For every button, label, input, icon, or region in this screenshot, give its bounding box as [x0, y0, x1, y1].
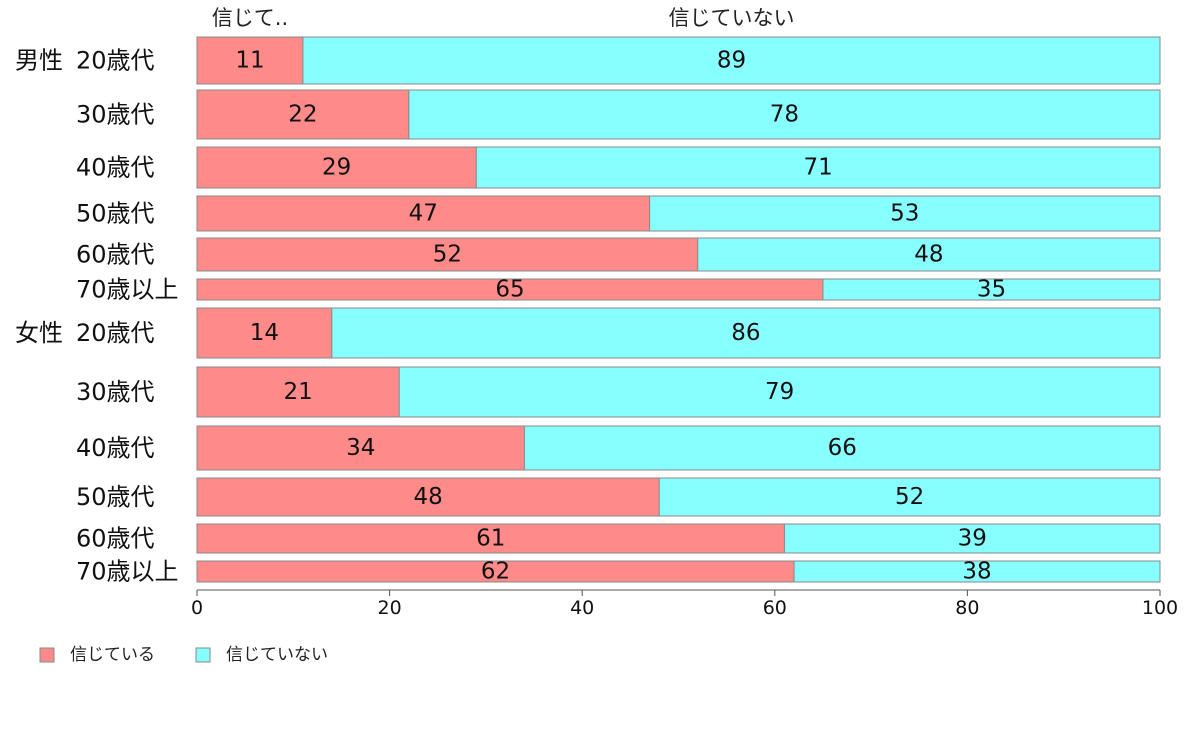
legend-swatch-2 — [195, 647, 211, 663]
bar-value-label: 38 — [962, 559, 991, 585]
bar-segment-2 — [475, 146, 1161, 189]
bar-value-label: 35 — [977, 277, 1006, 303]
bar-value-label: 21 — [283, 379, 312, 405]
group-label-1: 男性 — [15, 47, 63, 75]
bar-segment-2 — [793, 560, 1161, 583]
bar-value-label: 47 — [409, 201, 438, 227]
bar-segment-2 — [398, 366, 1161, 418]
bar-segment-1 — [196, 146, 477, 189]
bar-value-label: 71 — [803, 155, 832, 181]
x-tick-label: 20 — [378, 597, 402, 619]
bar-segment-2 — [523, 425, 1161, 471]
bar-value-label: 65 — [495, 277, 524, 303]
bar-segment-2 — [822, 278, 1161, 301]
x-tick-label: 0 — [191, 597, 203, 619]
bar-value-label: 14 — [250, 320, 279, 346]
bar-value-label: 53 — [890, 201, 919, 227]
legend-label-1: 信じている — [70, 645, 155, 665]
x-tick-label: 60 — [763, 597, 787, 619]
row-label: 30歳代 — [76, 378, 155, 406]
legend-label-2: 信じていない — [226, 645, 328, 665]
row-label: 70歳以上 — [76, 558, 179, 586]
bar-value-label: 66 — [828, 435, 857, 461]
row-label: 40歳代 — [76, 154, 155, 182]
bar-segment-2 — [697, 237, 1161, 272]
bar-segment-1 — [196, 195, 651, 232]
group-label-2: 女性 — [15, 319, 63, 347]
bar-value-label: 61 — [476, 526, 505, 552]
bar-value-label: 39 — [958, 526, 987, 552]
column-header-2: 信じていない — [668, 6, 794, 30]
bar-segment-2 — [783, 523, 1161, 554]
legend-swatch-1 — [39, 647, 55, 663]
bar-segment-1 — [196, 307, 333, 359]
bar-value-label: 62 — [481, 559, 510, 585]
row-label: 50歳代 — [76, 200, 155, 228]
bar-value-label: 48 — [413, 484, 442, 510]
x-tick-label: 100 — [1142, 597, 1178, 619]
row-label: 20歳代 — [76, 47, 155, 75]
bar-segment-2 — [649, 195, 1161, 232]
column-header-1: 信じて.. — [212, 6, 288, 30]
row-label: 20歳代 — [76, 319, 155, 347]
bar-value-label: 48 — [914, 242, 943, 268]
row-label: 60歳代 — [76, 241, 155, 269]
row-label: 60歳代 — [76, 525, 155, 553]
bar-segment-1 — [196, 366, 400, 418]
row-label: 50歳代 — [76, 483, 155, 511]
bar-segment-1 — [196, 36, 304, 85]
bar-value-label: 52 — [433, 242, 462, 268]
bar-value-label: 86 — [731, 320, 760, 346]
bar-segment-1 — [196, 237, 699, 272]
x-tick-label: 40 — [570, 597, 594, 619]
x-tick-label: 80 — [955, 597, 979, 619]
bar-segment-2 — [302, 36, 1161, 85]
bar-segment-1 — [196, 89, 410, 140]
bar-segment-1 — [196, 477, 660, 517]
row-label: 70歳以上 — [76, 276, 179, 304]
bar-value-label: 52 — [895, 484, 924, 510]
bar-segment-2 — [408, 89, 1161, 140]
row-label: 40歳代 — [76, 434, 155, 462]
row-label: 30歳代 — [76, 101, 155, 129]
bar-segment-2 — [331, 307, 1161, 359]
bar-value-label: 79 — [765, 379, 794, 405]
bar-value-label: 34 — [346, 435, 375, 461]
bar-value-label: 78 — [770, 102, 799, 128]
bar-value-label: 22 — [288, 102, 317, 128]
bar-value-label: 29 — [322, 155, 351, 181]
bar-value-label: 11 — [235, 48, 264, 74]
bar-segment-2 — [658, 477, 1161, 517]
bar-value-label: 89 — [717, 48, 746, 74]
